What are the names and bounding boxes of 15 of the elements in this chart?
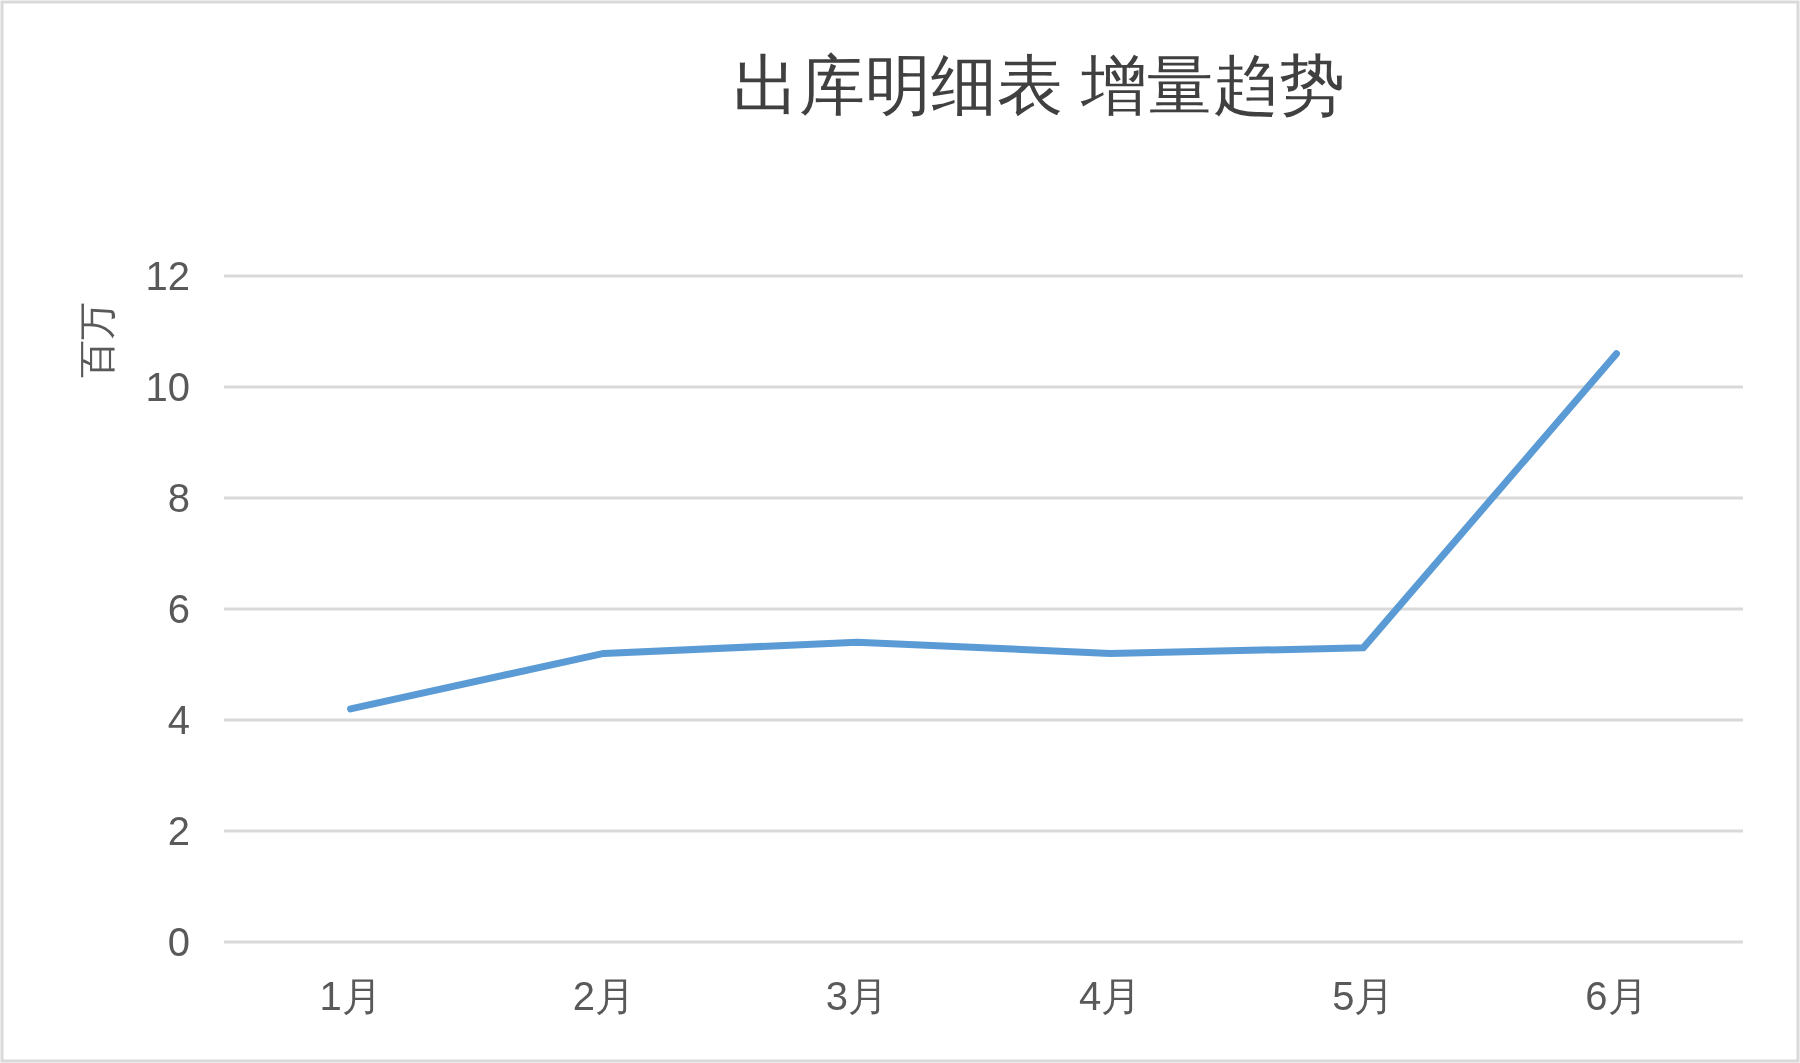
- x-tick-label: 1月: [319, 974, 382, 1018]
- y-tick-label: 12: [145, 254, 190, 298]
- x-tick-label: 3月: [825, 974, 889, 1018]
- y-tick-label: 8: [167, 476, 190, 520]
- y-tick-label: 10: [145, 365, 190, 409]
- y-tick-label: 2: [167, 809, 190, 853]
- y-tick-label: 6: [167, 587, 190, 631]
- x-tick-label: 4月: [1078, 974, 1142, 1018]
- x-tick-label: 2月: [572, 974, 635, 1018]
- y-tick-label: 4: [167, 698, 190, 742]
- y-tick-label: 0: [167, 920, 190, 964]
- x-tick-label: 6月: [1585, 974, 1648, 1018]
- x-tick-label: 5月: [1332, 974, 1395, 1018]
- chart-title: 出库明细表 增量趋势: [732, 48, 1346, 122]
- y-axis-title: 百万: [76, 302, 118, 378]
